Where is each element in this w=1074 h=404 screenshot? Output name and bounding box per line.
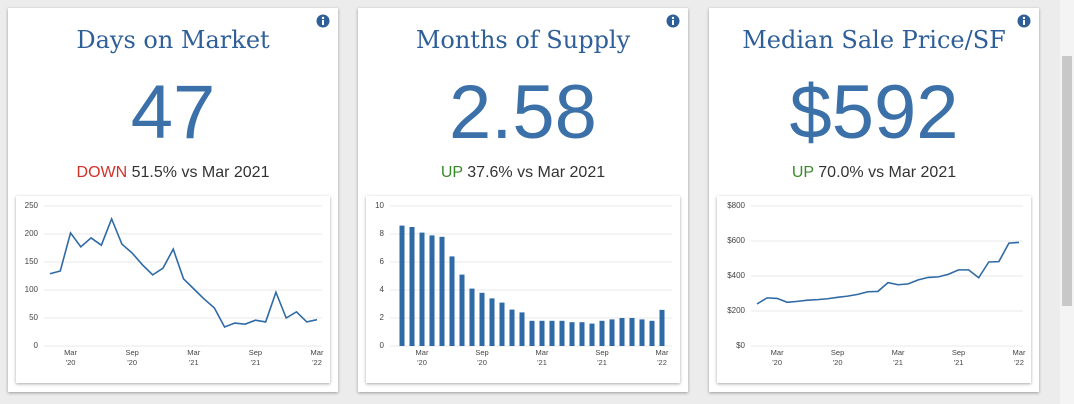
y-tick-label: 0 [380,341,385,350]
bar [439,236,445,346]
kpi-card: Months of Supply 2.58 UP 37.6% vs Mar 2021… [358,8,688,392]
y-tick-label: $600 [727,236,745,245]
bar [569,322,575,346]
line-series [49,216,318,328]
y-tick-label: 0 [34,341,39,350]
x-tick-label: Mar '21 [535,348,549,367]
x-tick-label: Mar '20 [64,348,77,367]
bar [599,320,605,346]
bar [529,320,535,346]
card-title: Months of Supply [415,26,631,54]
chart-box: $0 $200 $400 $600 $800 Mar '20 Sep '20 Mar '21 S… [717,196,1031,383]
info-bar [672,20,674,25]
x-tick-label: Mar '22 [310,348,324,367]
chart-box: 0 50 100 150 200 250 Mar '20 Sep '20 Mar '21 Sep … [16,196,330,383]
x-tick-label: Mar '22 [1012,348,1026,367]
info-icon[interactable] [1017,14,1031,28]
y-tick-label: 8 [380,229,385,238]
bar [479,292,485,346]
bar [459,274,465,346]
y-tick-label: $200 [727,306,745,315]
y-tick-label: 2 [380,313,385,322]
kpi-value: $592 [789,70,959,155]
x-tick-label: Sep '20 [830,348,845,367]
x-tick-label: Mar '21 [891,348,905,367]
bar [419,232,425,346]
info-dot [671,16,675,20]
chart: 0 2 4 6 8 10 [375,201,672,350]
bar [409,227,415,346]
change-line: UP 37.6% vs Mar 2021 [358,164,688,182]
x-tick-label: Mar '21 [187,348,201,367]
kpi-card: Days on Market 47 DOWN 51.5% vs Mar 2021 0 5… [8,8,338,392]
kpi-value: 2.58 [449,70,597,155]
info-dot [321,16,325,20]
chart: $0 $200 $400 $600 $800 [727,201,1023,350]
x-tick-label: Sep '21 [595,348,609,367]
bar [519,312,525,346]
info-bar [322,20,324,25]
scroll-thumb[interactable] [1062,56,1072,306]
bar [539,320,545,346]
x-tick-label: Sep '21 [248,348,263,367]
bar [559,320,565,346]
x-tick-label: Sep '21 [951,348,966,367]
change-line: DOWN 51.5% vs Mar 2021 [8,164,338,182]
info-bar [1023,20,1025,25]
y-tick-label: 250 [25,201,39,210]
direction: UP [791,164,814,181]
bar [579,322,585,346]
change-line: UP 70.0% vs Mar 2021 [709,164,1039,182]
info-icon[interactable] [316,14,330,28]
bar [649,320,655,346]
bar [399,225,405,346]
y-tick-label: 4 [380,285,385,294]
bar [659,309,665,346]
y-tick-label: 200 [25,229,39,238]
bar [629,318,635,346]
bar [499,302,505,346]
y-tick-label: 150 [25,257,39,266]
scrollbar[interactable] [1060,0,1074,404]
bar [449,256,455,346]
x-tick-label: Sep '20 [125,348,139,367]
change-text: 51.5% vs Mar 2021 [131,164,270,181]
bar [639,319,645,346]
y-tick-label: 50 [29,313,38,322]
info-icon[interactable] [666,14,680,28]
bar [469,288,475,346]
x-tick-label: Sep '20 [475,348,489,367]
chart-box: 0 2 4 6 8 10 Mar '20 Sep '20 Mar '21 Sep '21 Mar '… [366,196,680,383]
bar [509,309,515,346]
x-tick-label: Mar '20 [770,348,784,367]
kpi-card: Median Sale Price/SF $592 UP 70.0% vs Mar … [709,8,1039,392]
bar [619,318,625,346]
y-tick-label: $800 [727,201,745,210]
change-text: 70.0% vs Mar 2021 [818,164,957,181]
direction: DOWN [76,164,128,181]
y-tick-label: 100 [25,285,39,294]
direction: UP [440,164,463,181]
bar [429,235,435,346]
bar [589,323,595,346]
x-tick-label: Mar '22 [655,348,669,367]
y-tick-label: $400 [727,271,745,280]
change-text: 37.6% vs Mar 2021 [467,164,606,181]
chart: 0 50 100 150 200 250 [25,201,322,350]
y-tick-label: 10 [375,201,384,210]
card-title: Median Sale Price/SF [742,26,1006,54]
info-dot [1022,16,1026,20]
kpi-value: 47 [130,70,216,155]
bar [549,320,555,346]
bar [489,298,495,346]
card-title: Days on Market [76,26,270,54]
bar [609,319,615,346]
line-series [756,241,1020,305]
y-tick-label: 6 [380,257,385,266]
y-tick-label: $0 [736,341,745,350]
x-tick-label: Mar '20 [415,348,429,367]
